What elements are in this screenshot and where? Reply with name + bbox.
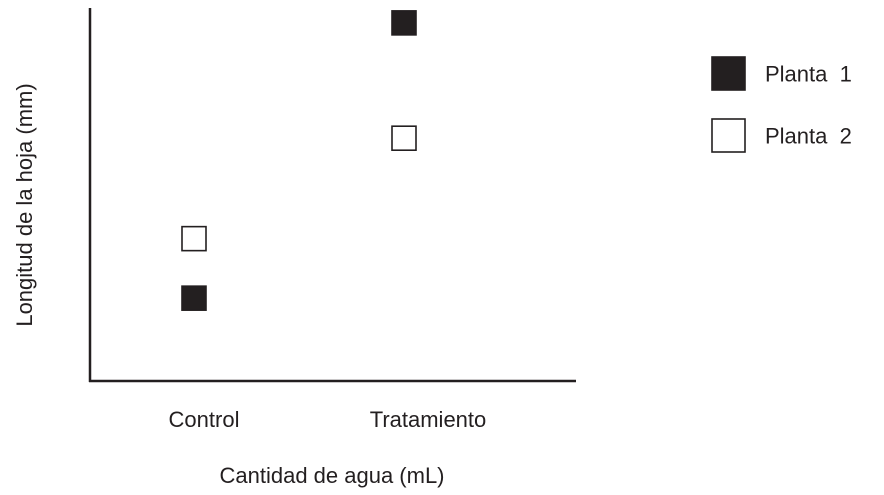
x-axis-label: Cantidad de agua (mL) — [219, 463, 444, 488]
legend-swatch-1 — [711, 56, 746, 91]
y-axis-label: Longitud de la hoja (mm) — [12, 83, 37, 326]
open-square-point-series-2 — [181, 225, 207, 252]
data-points — [181, 10, 417, 311]
x-tick-labels: Control Tratamiento — [169, 407, 487, 432]
filled-square-point-series-1 — [181, 285, 207, 311]
legend-swatch-2 — [711, 118, 746, 153]
x-tick-label: Tratamiento — [370, 407, 487, 432]
legend-label-2: Planta 2 — [765, 124, 852, 149]
open-square-point-series-2 — [391, 125, 417, 151]
filled-square-point-series-1 — [391, 10, 417, 36]
x-tick-label: Control — [169, 407, 240, 432]
legend-label-1: Planta 1 — [765, 62, 852, 87]
axes — [88, 8, 576, 383]
legend: Planta 1 Planta 2 — [711, 56, 852, 153]
